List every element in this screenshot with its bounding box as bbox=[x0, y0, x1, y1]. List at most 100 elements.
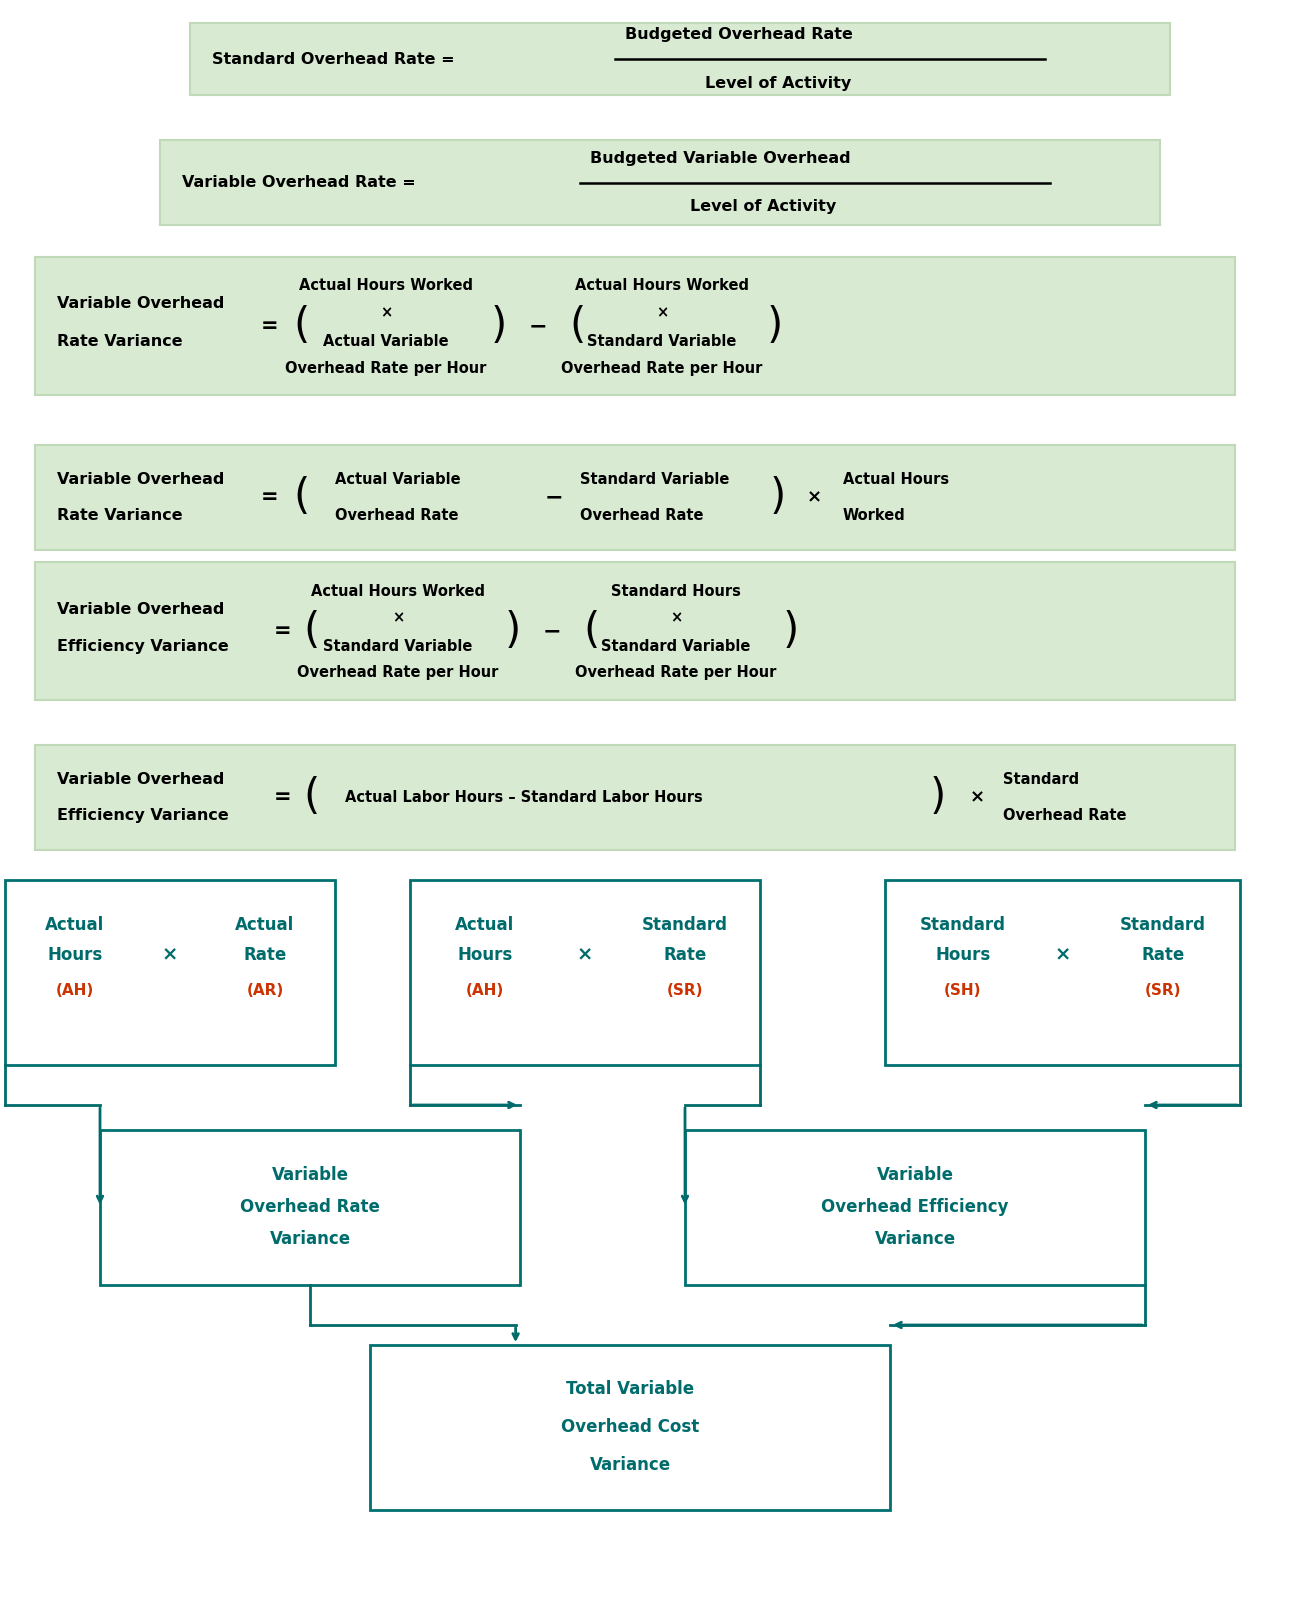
Text: (: ( bbox=[569, 306, 585, 347]
Text: Actual Hours: Actual Hours bbox=[842, 472, 949, 486]
Text: (: ( bbox=[303, 610, 320, 653]
Text: Variable Overhead: Variable Overhead bbox=[57, 296, 225, 312]
Text: ): ) bbox=[770, 477, 786, 518]
Text: Variable: Variable bbox=[272, 1166, 348, 1184]
Text: Rate Variance: Rate Variance bbox=[57, 333, 182, 349]
Text: ×: × bbox=[970, 789, 985, 806]
Text: ): ) bbox=[491, 306, 507, 347]
Text: Budgeted Variable Overhead: Budgeted Variable Overhead bbox=[590, 150, 850, 165]
Text: =: = bbox=[261, 317, 278, 336]
Text: (: ( bbox=[292, 306, 309, 347]
Text: (: ( bbox=[292, 477, 309, 518]
Text: −: − bbox=[529, 317, 547, 336]
Text: ): ) bbox=[783, 610, 800, 653]
FancyBboxPatch shape bbox=[190, 22, 1170, 94]
Text: Variance: Variance bbox=[875, 1230, 956, 1248]
Text: Variance: Variance bbox=[589, 1456, 671, 1475]
Text: Standard: Standard bbox=[1121, 915, 1206, 933]
Text: Overhead Rate: Overhead Rate bbox=[240, 1198, 380, 1216]
Text: Variable: Variable bbox=[876, 1166, 953, 1184]
Text: Hours: Hours bbox=[47, 946, 103, 963]
Text: Hours: Hours bbox=[458, 946, 512, 963]
FancyBboxPatch shape bbox=[410, 880, 760, 1066]
Text: ×: × bbox=[391, 611, 404, 626]
Text: Budgeted Overhead Rate: Budgeted Overhead Rate bbox=[625, 27, 853, 42]
Text: Efficiency Variance: Efficiency Variance bbox=[57, 638, 229, 653]
Text: Actual Labor Hours – Standard Labor Hours: Actual Labor Hours – Standard Labor Hour… bbox=[344, 790, 703, 805]
Text: Overhead Rate: Overhead Rate bbox=[335, 509, 459, 523]
Text: Overhead Rate per Hour: Overhead Rate per Hour bbox=[298, 666, 499, 680]
Text: ×: × bbox=[1054, 946, 1071, 963]
Text: Efficiency Variance: Efficiency Variance bbox=[57, 808, 229, 822]
Text: Level of Activity: Level of Activity bbox=[705, 75, 852, 91]
Text: (: ( bbox=[303, 776, 320, 819]
Text: Variance: Variance bbox=[269, 1230, 351, 1248]
Text: −: − bbox=[543, 621, 562, 642]
Text: Standard: Standard bbox=[1004, 773, 1079, 787]
Text: (SR): (SR) bbox=[667, 982, 703, 998]
FancyBboxPatch shape bbox=[35, 562, 1235, 701]
Text: Actual Hours Worked: Actual Hours Worked bbox=[575, 278, 749, 293]
Text: Standard Hours: Standard Hours bbox=[611, 584, 741, 598]
FancyBboxPatch shape bbox=[5, 880, 335, 1066]
Text: Standard Variable: Standard Variable bbox=[324, 638, 473, 653]
Text: Overhead Cost: Overhead Cost bbox=[560, 1419, 699, 1437]
Text: ×: × bbox=[807, 488, 822, 507]
FancyBboxPatch shape bbox=[160, 141, 1160, 226]
Text: Variable Overhead: Variable Overhead bbox=[57, 472, 225, 486]
Text: ×: × bbox=[656, 306, 668, 320]
Text: Actual Hours Worked: Actual Hours Worked bbox=[311, 584, 485, 598]
Text: Overhead Rate: Overhead Rate bbox=[580, 509, 703, 523]
Text: Actual Variable: Actual Variable bbox=[335, 472, 460, 486]
Text: ): ) bbox=[767, 306, 783, 347]
Text: Standard Overhead Rate =: Standard Overhead Rate = bbox=[212, 51, 455, 67]
FancyBboxPatch shape bbox=[370, 1346, 890, 1510]
Text: Actual: Actual bbox=[455, 915, 515, 933]
Text: ×: × bbox=[380, 306, 393, 320]
Text: (: ( bbox=[582, 610, 599, 653]
Text: Standard: Standard bbox=[642, 915, 728, 933]
Text: Variable Overhead: Variable Overhead bbox=[57, 773, 225, 787]
Text: −: − bbox=[545, 488, 564, 507]
Text: Level of Activity: Level of Activity bbox=[690, 200, 836, 214]
FancyBboxPatch shape bbox=[35, 746, 1235, 850]
FancyBboxPatch shape bbox=[885, 880, 1240, 1066]
Text: Overhead Efficiency: Overhead Efficiency bbox=[822, 1198, 1009, 1216]
Text: Overhead Rate per Hour: Overhead Rate per Hour bbox=[576, 666, 776, 680]
Text: Worked: Worked bbox=[842, 509, 906, 523]
Text: ×: × bbox=[577, 946, 593, 963]
Text: Overhead Rate: Overhead Rate bbox=[1004, 808, 1127, 822]
Text: =: = bbox=[274, 621, 291, 642]
Text: (AH): (AH) bbox=[465, 982, 504, 998]
Text: Actual: Actual bbox=[46, 915, 104, 933]
Text: Standard Variable: Standard Variable bbox=[602, 638, 750, 653]
Text: ×: × bbox=[670, 611, 682, 626]
Text: Overhead Rate per Hour: Overhead Rate per Hour bbox=[285, 360, 486, 376]
Text: (AH): (AH) bbox=[56, 982, 94, 998]
FancyBboxPatch shape bbox=[35, 445, 1235, 550]
Text: Rate Variance: Rate Variance bbox=[57, 509, 182, 523]
Text: Total Variable: Total Variable bbox=[566, 1381, 694, 1398]
Text: ×: × bbox=[161, 946, 178, 963]
Text: Standard Variable: Standard Variable bbox=[580, 472, 729, 486]
Text: Actual Variable: Actual Variable bbox=[324, 333, 448, 349]
Text: (SR): (SR) bbox=[1145, 982, 1182, 998]
Text: Hours: Hours bbox=[936, 946, 991, 963]
FancyBboxPatch shape bbox=[35, 258, 1235, 395]
Text: Standard: Standard bbox=[920, 915, 1006, 933]
Text: (SH): (SH) bbox=[944, 982, 982, 998]
Text: (AR): (AR) bbox=[247, 982, 283, 998]
Text: Standard Variable: Standard Variable bbox=[588, 333, 737, 349]
Text: Overhead Rate per Hour: Overhead Rate per Hour bbox=[562, 360, 763, 376]
Text: Variable Overhead Rate =: Variable Overhead Rate = bbox=[182, 174, 416, 190]
Text: ): ) bbox=[930, 776, 946, 819]
Text: ): ) bbox=[504, 610, 521, 653]
Text: =: = bbox=[261, 488, 278, 507]
FancyBboxPatch shape bbox=[685, 1130, 1145, 1285]
Text: =: = bbox=[274, 787, 291, 808]
Text: Rate: Rate bbox=[1141, 946, 1184, 963]
Text: Variable Overhead: Variable Overhead bbox=[57, 602, 225, 616]
FancyBboxPatch shape bbox=[100, 1130, 520, 1285]
Text: Actual: Actual bbox=[235, 915, 295, 933]
Text: Rate: Rate bbox=[243, 946, 286, 963]
